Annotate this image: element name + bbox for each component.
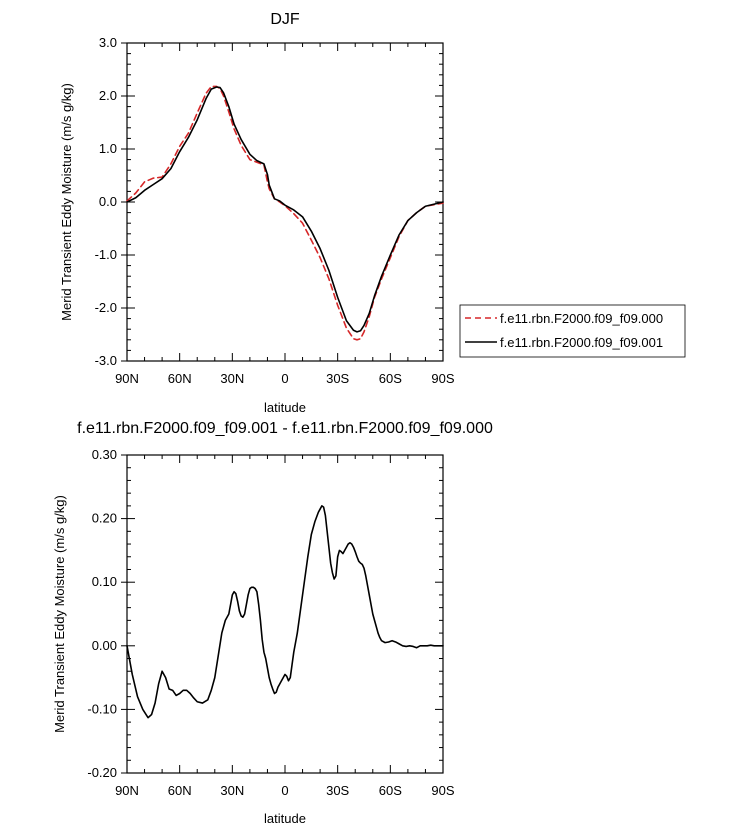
bottom-series bbox=[126, 505, 444, 719]
bottom-title: f.e11.rbn.F2000.f09_f09.001 - f.e11.rbn.… bbox=[77, 420, 493, 437]
top-x-tick-label: 90S bbox=[431, 371, 454, 386]
legend-label-series-001: f.e11.rbn.F2000.f09_f09.001 bbox=[500, 335, 663, 350]
bottom-y-tick-label: -0.10 bbox=[87, 701, 117, 716]
top-y-tick-label: 1.0 bbox=[99, 141, 117, 156]
top-series bbox=[126, 85, 444, 341]
bottom-ticks: 90N 60N 30N 0 30S 60S 90S 0.30 0.20 0.10 0.00 -0.10… bbox=[87, 447, 455, 798]
top-x-tick-label: 60N bbox=[168, 371, 192, 386]
bottom-series-line-0 bbox=[126, 505, 444, 719]
bottom-panel: f.e11.rbn.F2000.f09_f09.001 - f.e11.rbn.… bbox=[52, 420, 493, 826]
top-series-line-0 bbox=[126, 85, 444, 341]
top-x-axis-label: latitude bbox=[264, 400, 306, 415]
bottom-x-tick-label: 0 bbox=[281, 783, 288, 798]
top-panel: DJF 90N 60N 30N 0 30S 60S 90S 3.0 2.0 1.0 0.0 -1.0 -… bbox=[59, 11, 686, 415]
top-y-tick-label: -3.0 bbox=[95, 353, 117, 368]
bottom-y-tick-label: 0.20 bbox=[92, 511, 117, 526]
top-x-tick-label: 0 bbox=[281, 371, 288, 386]
bottom-x-tick-label: 60N bbox=[168, 783, 192, 798]
top-y-tick-label: -2.0 bbox=[95, 300, 117, 315]
bottom-y-tick-label: 0.30 bbox=[92, 447, 117, 462]
top-y-axis-label: Merid Transient Eddy Moisture (m/s g/kg) bbox=[59, 83, 74, 321]
top-y-tick-label: 2.0 bbox=[99, 88, 117, 103]
bottom-y-tick-label: 0.10 bbox=[92, 574, 117, 589]
bottom-x-tick-label: 60S bbox=[379, 783, 402, 798]
top-y-tick-label: -1.0 bbox=[95, 247, 117, 262]
top-x-tick-label: 60S bbox=[379, 371, 402, 386]
top-legend-box bbox=[459, 304, 686, 358]
bottom-x-axis-label: latitude bbox=[264, 811, 306, 826]
top-ticks: 90N 60N 30N 0 30S 60S 90S 3.0 2.0 1.0 0.0 -1.0 -2.0 -… bbox=[95, 35, 455, 386]
top-plot-frame bbox=[126, 42, 444, 362]
top-legend: f.e11.rbn.F2000.f09_f09.000 f.e11.rbn.F2… bbox=[459, 304, 686, 358]
bottom-x-tick-label: 30N bbox=[220, 783, 244, 798]
top-title: DJF bbox=[270, 11, 300, 28]
bottom-y-axis-label: Merid Transient Eddy Moisture (m/s g/kg) bbox=[52, 495, 67, 733]
top-x-tick-label: 30N bbox=[220, 371, 244, 386]
legend-label-series-000: f.e11.rbn.F2000.f09_f09.000 bbox=[500, 311, 663, 326]
top-series-line-1 bbox=[126, 86, 444, 333]
bottom-plot-frame bbox=[126, 454, 444, 774]
top-y-tick-label: 0.0 bbox=[99, 194, 117, 209]
top-x-tick-label: 30S bbox=[326, 371, 349, 386]
top-y-tick-label: 3.0 bbox=[99, 35, 117, 50]
bottom-x-tick-label: 30S bbox=[326, 783, 349, 798]
bottom-x-tick-label: 90S bbox=[431, 783, 454, 798]
top-x-tick-label: 90N bbox=[115, 371, 139, 386]
bottom-y-tick-label: 0.00 bbox=[92, 638, 117, 653]
bottom-y-tick-label: -0.20 bbox=[87, 765, 117, 780]
bottom-x-tick-label: 90N bbox=[115, 783, 139, 798]
